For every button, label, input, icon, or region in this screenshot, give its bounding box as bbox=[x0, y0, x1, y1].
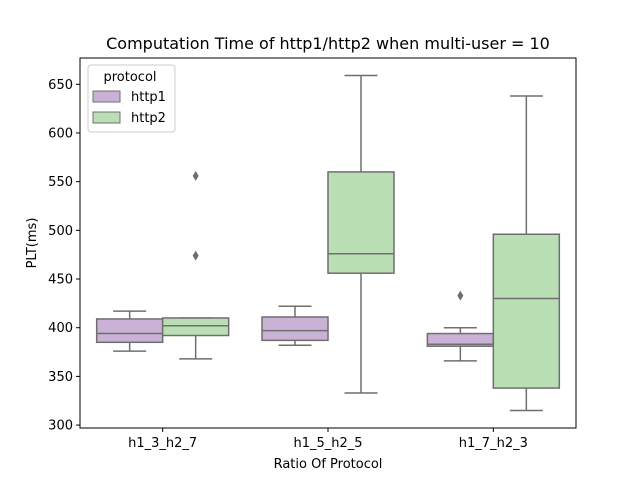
legend-swatch-http2 bbox=[92, 111, 121, 124]
x-tick-label: h1_5_h2_5 bbox=[293, 436, 362, 451]
box-http2-h1_7_h2_3 bbox=[492, 95, 561, 412]
box-body bbox=[95, 318, 164, 344]
box-http2-h1_5_h2_5 bbox=[327, 74, 395, 394]
outlier-point bbox=[192, 170, 199, 181]
x-axis-label: Ratio Of Protocol bbox=[274, 457, 383, 472]
box-body bbox=[492, 233, 561, 389]
box-body bbox=[161, 317, 230, 337]
plot-area bbox=[95, 74, 561, 412]
legend-title: protocol bbox=[103, 70, 156, 85]
y-tick-label: 600 bbox=[48, 126, 73, 141]
box-http1-h1_5_h2_5 bbox=[261, 305, 329, 346]
y-axis-label: PLT(ms) bbox=[25, 218, 40, 269]
y-tick-label: 550 bbox=[48, 175, 73, 190]
y-tick-label: 400 bbox=[48, 321, 73, 336]
legend-swatch-http1 bbox=[92, 90, 121, 103]
legend-label-http1: http1 bbox=[131, 90, 166, 105]
chart-title: Computation Time of http1/http2 when mul… bbox=[106, 34, 550, 53]
y-tick-label: 500 bbox=[48, 224, 73, 239]
box-body bbox=[261, 316, 329, 342]
box-body bbox=[327, 171, 395, 274]
legend: protocol http1 http2 bbox=[87, 64, 176, 133]
outlier-point bbox=[192, 250, 199, 261]
legend-label-http2: http2 bbox=[131, 111, 166, 126]
box-http1-h1_3_h2_7 bbox=[95, 310, 164, 352]
box-http2-h1_3_h2_7 bbox=[161, 170, 230, 360]
y-tick-label: 450 bbox=[48, 273, 73, 288]
box-http1-h1_7_h2_3 bbox=[426, 290, 495, 362]
x-axis: h1_3_h2_7 h1_5_h2_5 h1_7_h2_3 bbox=[128, 428, 528, 451]
outlier-point bbox=[457, 290, 464, 301]
y-axis: 300 350 400 450 500 550 600 650 bbox=[48, 78, 80, 434]
y-tick-label: 300 bbox=[48, 419, 73, 434]
x-tick-label: h1_3_h2_7 bbox=[128, 436, 197, 451]
x-tick-label: h1_7_h2_3 bbox=[459, 436, 528, 451]
y-tick-label: 650 bbox=[48, 78, 73, 93]
y-tick-label: 350 bbox=[48, 370, 73, 385]
